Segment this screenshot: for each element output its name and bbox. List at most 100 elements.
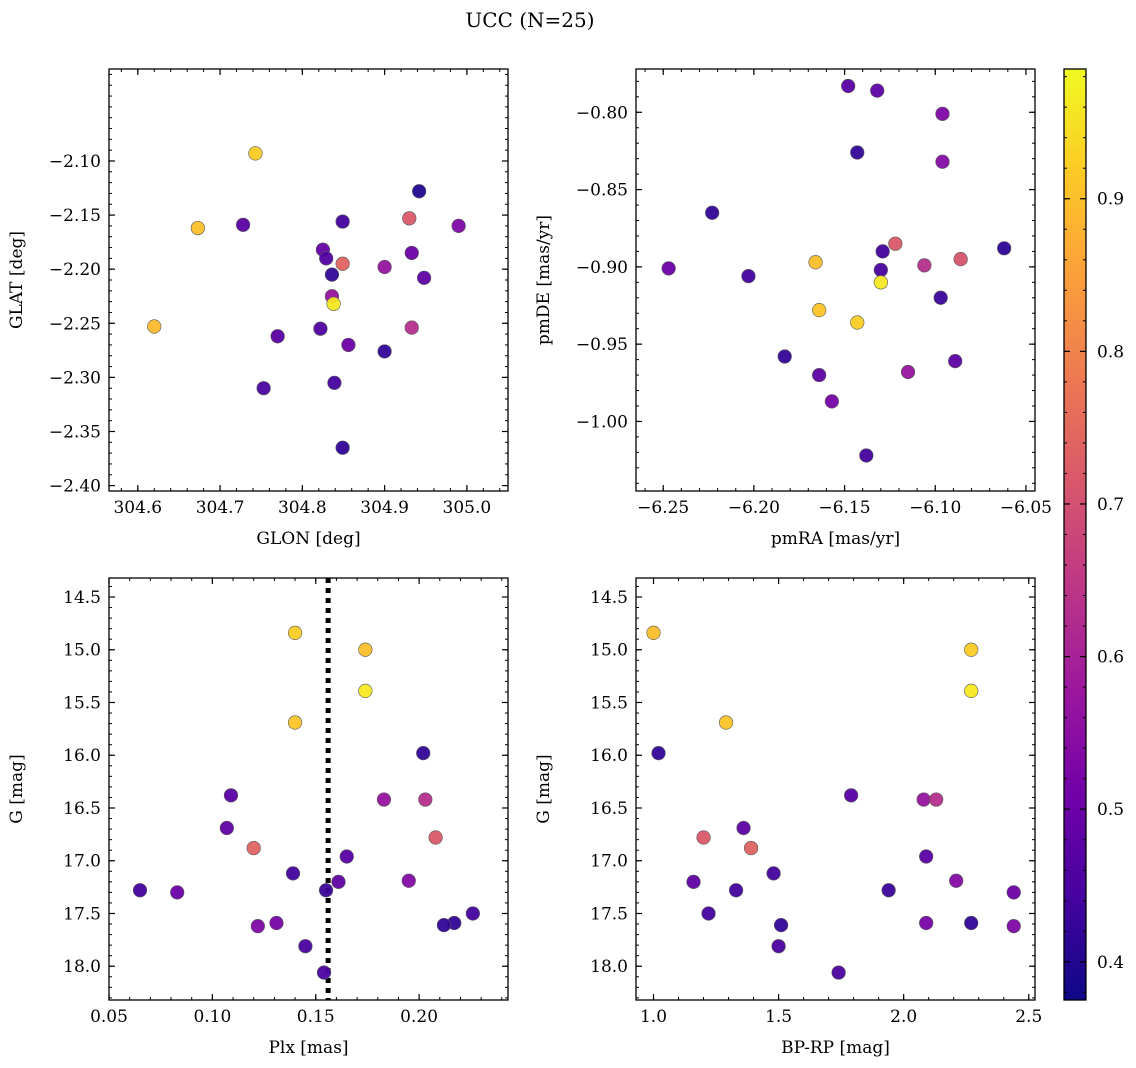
x-tick-label: 305.0 bbox=[443, 498, 492, 518]
scatter-point bbox=[881, 883, 896, 898]
y-axis-label: G [mag] bbox=[534, 754, 554, 823]
scatter-point bbox=[850, 315, 865, 330]
x-tick-label: −6.20 bbox=[728, 498, 780, 518]
x-tick-label: 0.15 bbox=[297, 1007, 335, 1027]
scatter-point bbox=[900, 364, 916, 380]
scatter-point bbox=[929, 792, 944, 807]
y-tick-label: −0.90 bbox=[576, 258, 628, 278]
scatter-point bbox=[248, 146, 263, 161]
scatter-point bbox=[377, 344, 392, 359]
scatter-point bbox=[875, 244, 890, 259]
axes-frame bbox=[635, 577, 1036, 1001]
x-tick-label: 304.9 bbox=[360, 498, 409, 518]
scatter-point bbox=[287, 625, 303, 640]
scatter-point bbox=[465, 906, 480, 921]
y-tick-label: 15.5 bbox=[590, 693, 628, 713]
scatter-point bbox=[404, 320, 419, 335]
scatter-point bbox=[870, 83, 885, 98]
scatter-point bbox=[808, 255, 823, 270]
scatter-point bbox=[919, 849, 934, 864]
scatter-point bbox=[436, 917, 452, 933]
scatter-point bbox=[318, 883, 334, 898]
scatter-point bbox=[331, 874, 346, 889]
scatter-point bbox=[313, 321, 328, 336]
x-tick-label: 2.0 bbox=[890, 1007, 917, 1027]
scatter-point bbox=[812, 367, 827, 383]
y-tick-label: −0.85 bbox=[576, 181, 628, 201]
scatter-point bbox=[246, 840, 261, 856]
x-tick-label: 1.5 bbox=[765, 1007, 792, 1027]
y-tick-label: 16.0 bbox=[590, 746, 628, 766]
scatter-point bbox=[418, 792, 433, 807]
scatter-point bbox=[404, 245, 419, 261]
scatter-point bbox=[841, 78, 856, 94]
y-tick-label: −0.95 bbox=[576, 335, 628, 355]
axes-frame bbox=[635, 68, 1036, 492]
scatter-point bbox=[766, 866, 781, 881]
x-tick-label: 0.05 bbox=[90, 1007, 128, 1027]
scatter-point bbox=[997, 241, 1012, 256]
y-tick-label: 17.0 bbox=[63, 852, 101, 872]
x-tick-label: −6.25 bbox=[637, 498, 689, 518]
scatter-point bbox=[1006, 885, 1021, 900]
x-tick-label: −6.05 bbox=[1000, 498, 1052, 518]
y-tick-label: 16.0 bbox=[63, 746, 101, 766]
x-axis-label: GLON [deg] bbox=[256, 529, 360, 549]
x-axis-label: pmRA [mas/yr] bbox=[771, 529, 900, 549]
scatter-point bbox=[741, 269, 756, 284]
y-tick-label: −0.80 bbox=[576, 103, 628, 123]
y-tick-label: −2.35 bbox=[49, 422, 101, 442]
scatter-point bbox=[219, 820, 234, 836]
scatter-point bbox=[743, 840, 759, 856]
scatter-point bbox=[147, 319, 162, 334]
scatter-point bbox=[250, 919, 265, 934]
scatter-point bbox=[850, 145, 865, 160]
scatter-point bbox=[949, 873, 964, 888]
x-tick-label: 304.7 bbox=[196, 498, 245, 518]
y-tick-label: 14.5 bbox=[63, 588, 101, 608]
axes-frame bbox=[108, 68, 509, 492]
y-tick-label: 18.0 bbox=[63, 957, 101, 977]
scatter-point bbox=[844, 788, 859, 803]
y-tick-label: 18.0 bbox=[590, 957, 628, 977]
x-tick-label: −6.15 bbox=[819, 498, 871, 518]
panel-plx-g: 0.05 0.10 0.15 0.20 14.5 15.0 15.5 16.0 16.5 17.0… bbox=[7, 577, 509, 1058]
scatter-point bbox=[1006, 919, 1021, 934]
scatter-point bbox=[335, 440, 350, 455]
scatter-point bbox=[341, 337, 356, 353]
colorbar-gradient bbox=[1064, 69, 1086, 1000]
y-tick-label: −1.00 bbox=[576, 412, 628, 432]
y-axis-label: G [mag] bbox=[7, 754, 27, 823]
scatter-point bbox=[269, 915, 284, 931]
scatter-point bbox=[324, 267, 340, 282]
panel-bprp-g: 1.0 1.5 2.0 2.5 14.5 15.0 15.5 16.0 16.5 17.0 17.5… bbox=[534, 577, 1042, 1058]
scatter-point bbox=[339, 849, 354, 864]
colorbar: 0.4 0.5 0.6 0.7 0.8 0.9 bbox=[1063, 68, 1124, 1001]
scatter-point bbox=[705, 205, 720, 220]
y-tick-label: 15.0 bbox=[63, 641, 101, 661]
y-tick-label: 16.5 bbox=[590, 799, 628, 819]
scatter-point bbox=[132, 883, 148, 898]
scatter-point bbox=[661, 261, 676, 276]
scatter-point bbox=[651, 746, 666, 761]
scatter-point bbox=[287, 715, 303, 730]
scatter-point bbox=[316, 965, 332, 980]
y-tick-label: 17.5 bbox=[590, 904, 628, 924]
scatter-point bbox=[412, 184, 427, 199]
colorbar-tick-label: 0.4 bbox=[1097, 953, 1124, 973]
scatter-point bbox=[326, 296, 341, 311]
colorbar-tick-label: 0.9 bbox=[1097, 190, 1124, 210]
scatter-point bbox=[402, 211, 417, 226]
y-tick-label: 15.5 bbox=[63, 693, 101, 713]
y-tick-label: −2.10 bbox=[49, 152, 101, 172]
x-tick-label: 0.10 bbox=[193, 1007, 231, 1027]
scatter-point bbox=[935, 106, 950, 121]
scatter-point bbox=[888, 236, 903, 251]
scatter-point bbox=[916, 792, 931, 807]
scatter-point bbox=[256, 381, 271, 396]
scatter-point bbox=[824, 394, 839, 409]
scatter-point bbox=[358, 642, 373, 657]
scatter-point bbox=[831, 965, 846, 980]
scatter-point bbox=[416, 270, 432, 285]
